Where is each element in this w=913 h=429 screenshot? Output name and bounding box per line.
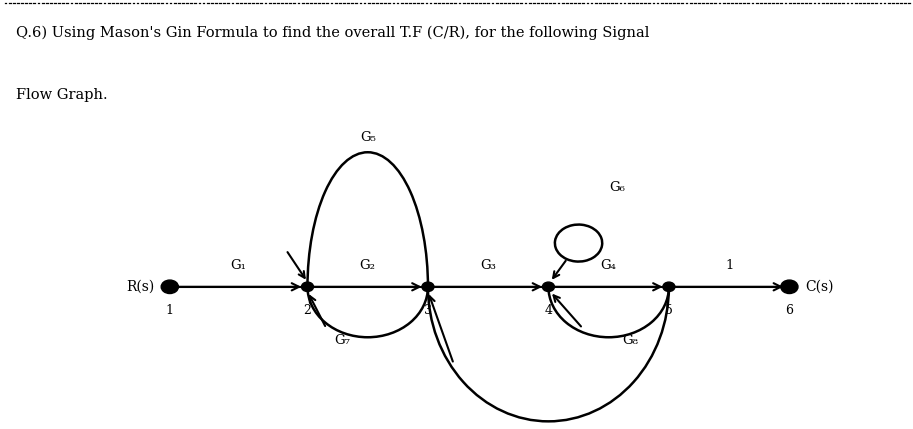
- Text: 3: 3: [424, 304, 432, 317]
- Text: G₇: G₇: [334, 334, 350, 347]
- Text: G₄: G₄: [601, 259, 616, 272]
- Text: 4: 4: [544, 304, 552, 317]
- Circle shape: [663, 282, 675, 292]
- Circle shape: [781, 280, 798, 293]
- Text: Flow Graph.: Flow Graph.: [16, 88, 108, 102]
- Text: G₃: G₃: [480, 259, 496, 272]
- Text: 1: 1: [725, 259, 733, 272]
- Text: 1: 1: [166, 304, 173, 317]
- Circle shape: [542, 282, 554, 292]
- Text: 6: 6: [785, 304, 793, 317]
- Text: C(s): C(s): [805, 280, 834, 294]
- Circle shape: [162, 280, 178, 293]
- Text: G₈: G₈: [622, 334, 638, 347]
- Text: G₂: G₂: [360, 259, 376, 272]
- Text: 2: 2: [303, 304, 311, 317]
- Circle shape: [422, 282, 434, 292]
- Text: G₅: G₅: [360, 131, 375, 144]
- Text: G₁: G₁: [231, 259, 247, 272]
- Text: 5: 5: [665, 304, 673, 317]
- Text: G₆: G₆: [609, 181, 625, 194]
- Circle shape: [301, 282, 313, 292]
- Text: Q.6) Using Mason's Gin Formula to find the overall T.F (C/R), for the following : Q.6) Using Mason's Gin Formula to find t…: [16, 26, 650, 40]
- Text: R(s): R(s): [126, 280, 154, 294]
